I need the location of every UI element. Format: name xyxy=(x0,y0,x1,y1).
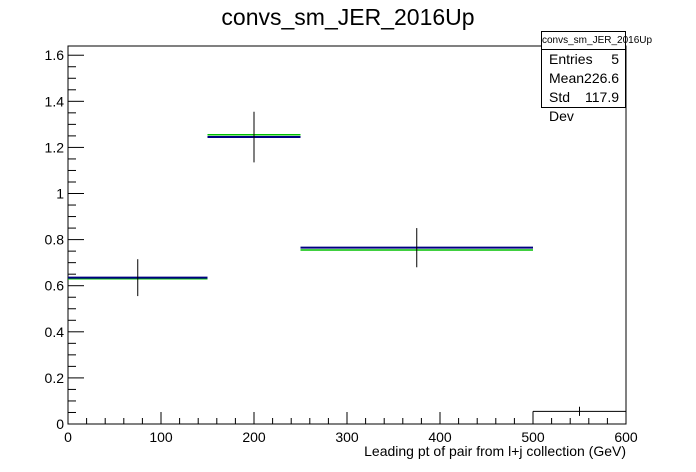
y-tick-label: 1 xyxy=(56,186,64,202)
stats-value: 5 xyxy=(611,51,619,67)
x-axis-label: Leading pt of pair from l+j collection (… xyxy=(364,443,626,459)
y-tick-label: 0.8 xyxy=(45,232,65,248)
y-tick-label: 0.6 xyxy=(45,278,65,294)
y-tick-label: 1.2 xyxy=(45,139,65,155)
chart-title: convs_sm_JER_2016Up xyxy=(221,4,475,30)
x-tick-label: 300 xyxy=(335,429,359,445)
stats-row-stddev: Std Dev 117.9 xyxy=(542,88,625,126)
y-tick-label: 0.2 xyxy=(45,370,65,386)
x-tick-label: 400 xyxy=(428,429,452,445)
y-tick-label: 1.4 xyxy=(45,93,65,109)
x-tick-label: 100 xyxy=(149,429,173,445)
stats-row-entries: Entries 5 xyxy=(542,50,625,69)
y-tick-label: 0.4 xyxy=(45,324,65,340)
stats-label: Entries xyxy=(549,51,593,67)
x-tick-label: 0 xyxy=(64,429,72,445)
stats-label: Mean xyxy=(549,70,585,86)
x-tick-label: 500 xyxy=(521,429,545,445)
x-tick-label: 600 xyxy=(614,429,638,445)
stats-box-title: convs_sm_JER_2016Up xyxy=(542,32,652,50)
x-tick-label: 200 xyxy=(242,429,266,445)
y-tick-label: 1.6 xyxy=(45,47,65,63)
stats-box: convs_sm_JER_2016Up Entries 5 Mean 226.6… xyxy=(541,31,652,124)
stats-row-mean: Mean 226.6 xyxy=(542,69,625,88)
stats-value: 226.6 xyxy=(584,70,620,86)
stats-value: 117.9 xyxy=(585,89,619,105)
y-tick-label: 0 xyxy=(56,416,64,432)
stats-label: Std Dev xyxy=(549,89,574,124)
